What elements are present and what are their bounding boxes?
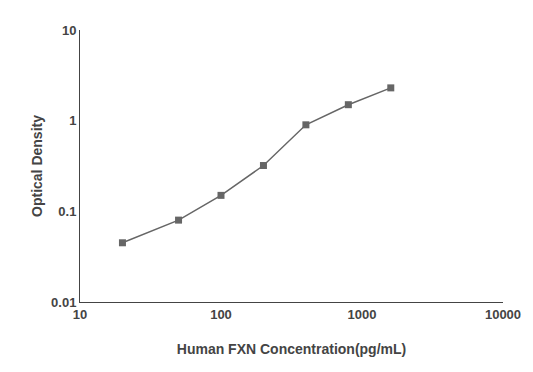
svg-text:10: 10 xyxy=(73,307,87,322)
svg-text:Human FXN Concentration(pg/mL): Human FXN Concentration(pg/mL) xyxy=(177,341,406,357)
svg-text:10: 10 xyxy=(62,23,76,38)
svg-text:100: 100 xyxy=(210,307,232,322)
svg-text:10000: 10000 xyxy=(485,307,521,322)
svg-text:1000: 1000 xyxy=(348,307,377,322)
svg-text:1: 1 xyxy=(69,113,76,128)
svg-text:0.1: 0.1 xyxy=(58,204,76,219)
svg-text:0.01: 0.01 xyxy=(51,295,76,310)
svg-text:Optical Density: Optical Density xyxy=(29,115,45,217)
